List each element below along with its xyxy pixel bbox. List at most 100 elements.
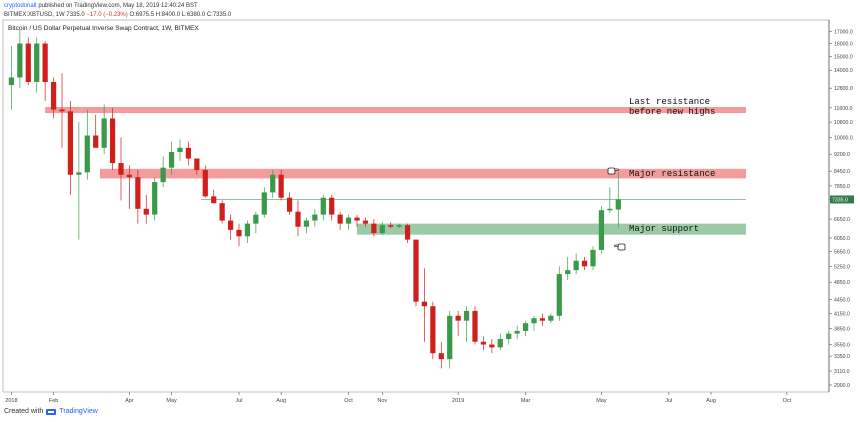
candle-body	[253, 214, 259, 224]
pointing-hand-icon	[614, 243, 626, 251]
candle-body	[59, 109, 65, 112]
candle	[219, 200, 225, 224]
price-change: −17.0 (−0.23%)	[86, 12, 128, 18]
candle	[337, 211, 343, 230]
candle	[194, 158, 200, 175]
candle	[615, 172, 621, 228]
candle-body	[598, 210, 605, 250]
x-tick-label: Feb	[49, 398, 58, 404]
candle-body	[50, 82, 57, 110]
y-tick-label: 9200.0	[834, 152, 850, 158]
x-tick-label: Nov	[377, 398, 387, 404]
candle-body	[101, 118, 107, 148]
candle	[135, 170, 141, 224]
candle	[126, 165, 133, 209]
candle	[329, 195, 335, 221]
candle-body	[219, 203, 225, 221]
candle	[565, 257, 571, 281]
candle	[320, 195, 326, 221]
y-tick-label: 8450.0	[834, 169, 850, 175]
candle	[84, 109, 90, 180]
candle	[404, 223, 411, 243]
candle-body	[345, 217, 352, 224]
candle	[590, 246, 596, 271]
candle	[362, 217, 369, 227]
y-tick-label: 3350.0	[834, 354, 850, 360]
candle-body	[362, 220, 369, 224]
candle	[455, 310, 461, 337]
zone-major-support	[357, 223, 746, 235]
candle	[143, 195, 149, 224]
candle	[34, 37, 40, 93]
candle	[67, 101, 74, 196]
price-value: 7335.0	[66, 12, 85, 18]
hand-finger	[614, 168, 619, 171]
x-tick-label: 2018	[5, 398, 17, 404]
candle	[312, 208, 318, 227]
tradingview-brand-link[interactable]: TradingView	[59, 408, 98, 415]
candle	[354, 214, 360, 227]
zone-major-resistance	[99, 168, 746, 179]
candle	[295, 200, 301, 237]
candle	[278, 170, 284, 201]
candle-body	[194, 158, 200, 171]
candle-body	[270, 174, 276, 193]
candle-body	[514, 330, 520, 334]
footer: Created with TradingView	[4, 408, 98, 415]
candle-body	[413, 239, 419, 302]
price-tag	[830, 195, 854, 204]
candle-body	[329, 197, 335, 215]
hand-finger	[614, 244, 619, 247]
x-tick-label: May	[596, 398, 607, 404]
annotation-major-support: Major support	[629, 224, 699, 234]
candle	[573, 253, 579, 275]
candle-body	[286, 197, 293, 212]
created-with-text: Created with	[4, 408, 44, 415]
candle	[227, 214, 234, 240]
author-link[interactable]: cryptodonalt	[4, 3, 37, 9]
candle-body	[388, 225, 394, 227]
candle	[177, 139, 183, 161]
y-tick-label: 6050.0	[834, 236, 850, 242]
annotation-last-resistance: Last resistance	[629, 97, 710, 107]
candle	[379, 222, 385, 235]
candle	[286, 192, 293, 215]
candle	[76, 122, 82, 240]
candle	[345, 214, 352, 230]
candle	[59, 73, 65, 148]
y-tick-label: 6650.0	[834, 217, 850, 223]
candle-body	[261, 192, 267, 215]
candle-body	[531, 318, 537, 324]
candle	[270, 170, 276, 198]
candle-body	[539, 318, 546, 321]
candle-body	[227, 220, 234, 230]
candle	[480, 336, 487, 351]
candle	[211, 189, 217, 204]
candle-body	[548, 315, 554, 321]
x-tick-label: Jul	[235, 398, 242, 404]
y-tick-label: 5250.0	[834, 264, 850, 270]
candle-body	[17, 43, 23, 78]
candle-body	[337, 214, 343, 224]
x-tick-label: Oct	[783, 398, 792, 404]
y-tick-label: 7850.0	[834, 184, 850, 190]
candle	[447, 310, 453, 369]
candle	[421, 268, 428, 342]
annotation-last-resistance: before new highs	[629, 107, 715, 117]
candle-body	[202, 170, 208, 197]
candle-body	[565, 270, 571, 275]
y-tick-label: 16000.0	[834, 42, 853, 48]
y-tick-label: 2900.0	[834, 383, 850, 389]
candle-body	[404, 225, 411, 240]
candle	[303, 217, 310, 234]
x-tick-label: Oct	[344, 398, 353, 404]
candle-body	[118, 163, 124, 175]
candle-body	[34, 43, 40, 83]
x-tick-label: 2019	[452, 398, 464, 404]
tradingview-logo-icon	[46, 408, 57, 415]
pointing-hand-icon	[607, 167, 619, 175]
candle-body	[396, 225, 402, 227]
annotation-major-resistance: Major resistance	[629, 169, 715, 179]
y-tick-label: 10000.0	[834, 136, 853, 142]
